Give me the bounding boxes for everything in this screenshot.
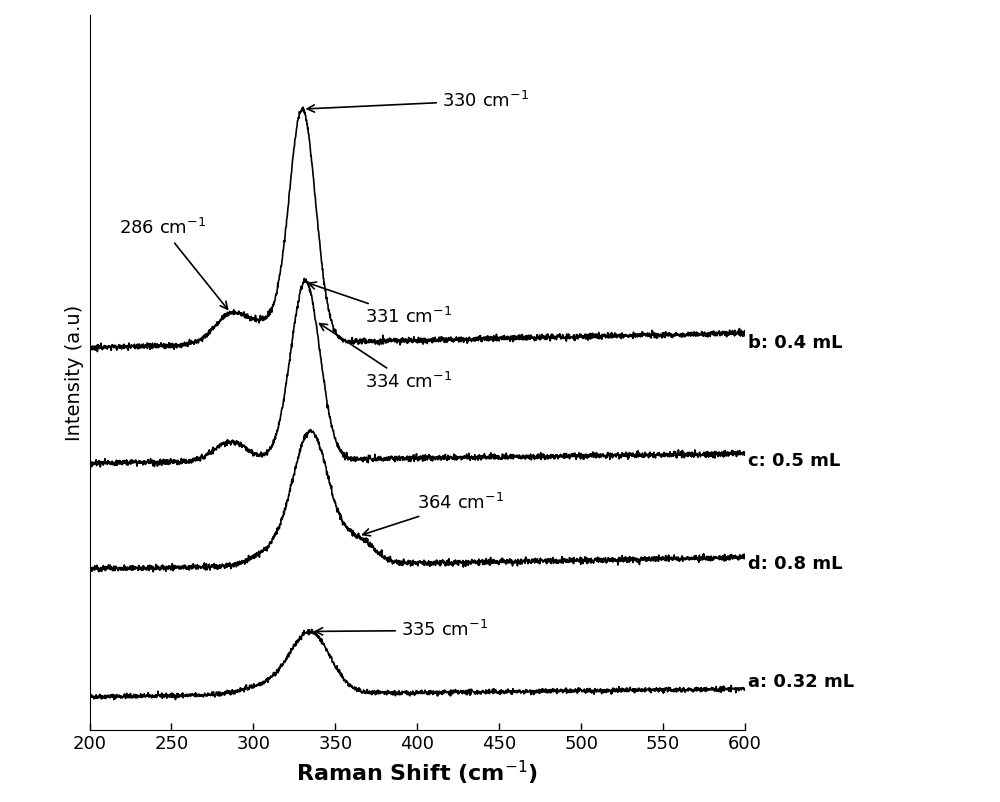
Text: 335 cm$^{-1}$: 335 cm$^{-1}$ bbox=[315, 620, 488, 641]
Y-axis label: Intensity (a.u): Intensity (a.u) bbox=[65, 305, 84, 441]
Text: 286 cm$^{-1}$: 286 cm$^{-1}$ bbox=[119, 218, 228, 309]
Text: 331 cm$^{-1}$: 331 cm$^{-1}$ bbox=[309, 282, 452, 327]
Text: c: 0.5 mL: c: 0.5 mL bbox=[748, 452, 841, 470]
Text: 330 cm$^{-1}$: 330 cm$^{-1}$ bbox=[307, 91, 529, 112]
Text: 334 cm$^{-1}$: 334 cm$^{-1}$ bbox=[320, 323, 452, 392]
Text: 364 cm$^{-1}$: 364 cm$^{-1}$ bbox=[363, 492, 504, 536]
Text: a: 0.32 mL: a: 0.32 mL bbox=[748, 673, 854, 691]
Text: b: 0.4 mL: b: 0.4 mL bbox=[748, 334, 843, 351]
Text: d: 0.8 mL: d: 0.8 mL bbox=[748, 555, 843, 573]
X-axis label: Raman Shift (cm$^{-1}$): Raman Shift (cm$^{-1}$) bbox=[296, 759, 538, 787]
